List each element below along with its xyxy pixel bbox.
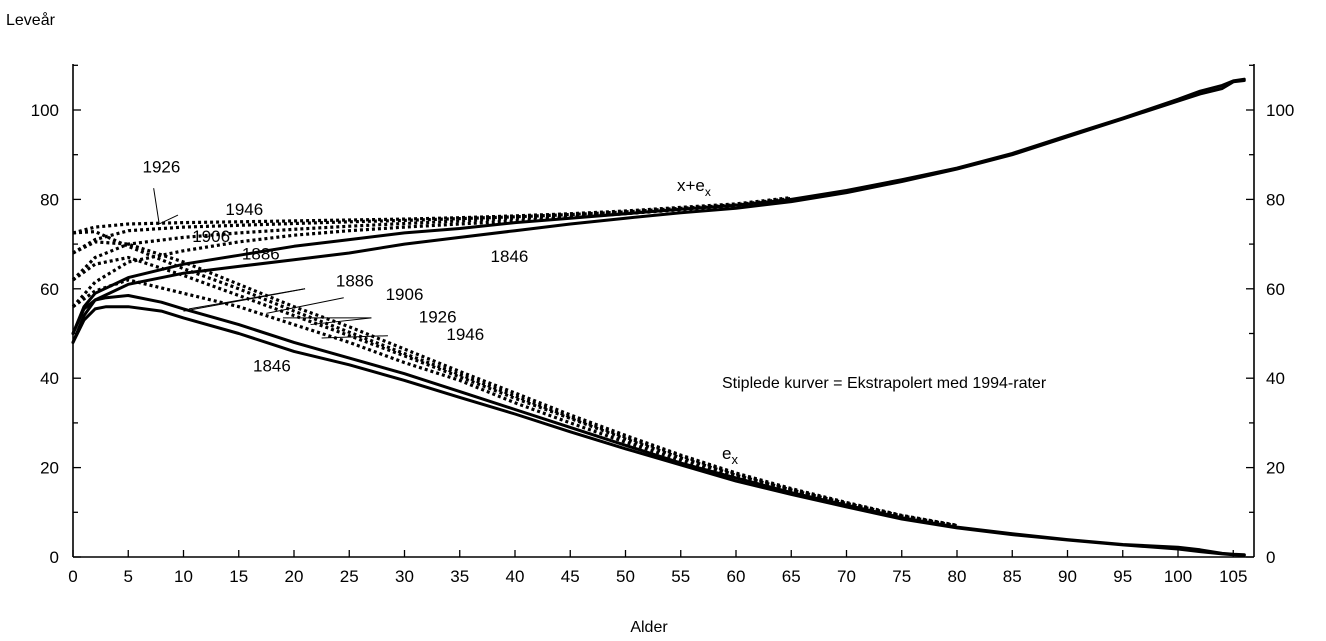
y-tick-label-left: 0: [50, 548, 59, 567]
curve-label-1946: 1946: [225, 200, 263, 219]
x-tick-label: 70: [837, 567, 856, 586]
x-tick-label: 75: [892, 567, 911, 586]
leader-line: [188, 288, 306, 310]
leader-line: [153, 188, 160, 225]
svg-text:ex: ex: [722, 444, 738, 467]
x-tick-label: 0: [68, 567, 77, 586]
leader-line: [158, 214, 179, 225]
x-tick-label: 50: [616, 567, 635, 586]
x-tick-label: 55: [671, 567, 690, 586]
curve-label-1906: 1906: [192, 227, 230, 246]
series-line-ex-1886-dotted: [72, 278, 958, 528]
y-tick-label-left: 40: [40, 369, 59, 388]
y-tick-label-right: 0: [1266, 548, 1275, 567]
x-tick-label: 105: [1219, 567, 1247, 586]
x-tick-label: 100: [1164, 567, 1192, 586]
leader-lines: [153, 188, 388, 339]
curve-label-1846: 1846: [253, 356, 291, 375]
series-line-ex-1906-dotted: [72, 255, 958, 528]
x-tick-label: 35: [450, 567, 469, 586]
y-tick-label-left: 80: [40, 190, 59, 209]
series-line-ex-1846-solid: [71, 305, 1246, 557]
x-tick-label: 45: [561, 567, 580, 586]
annotation-note: Stiplede kurver = Ekstrapolert med 1994-…: [722, 375, 1047, 392]
axes: 0 5 10 15 20 25 30 35 40 45 50 55 60 65 70 75 80 85 90 95 10…: [31, 64, 1294, 586]
series-lines: [71, 77, 1246, 557]
series-line-x-plus-ex-1946-dotted: [72, 196, 792, 235]
x-tick-label: 15: [229, 567, 248, 586]
ex-group-label: ex: [722, 444, 738, 467]
x-tick-label: 5: [124, 567, 133, 586]
y-axis-title: Leveår: [6, 11, 56, 29]
x-tick-label: 30: [395, 567, 414, 586]
x-tick-label: 90: [1058, 567, 1077, 586]
x-tick-label: 25: [340, 567, 359, 586]
series-line-x-plus-ex-1886-dotted: [71, 197, 792, 308]
y-tick-label-right: 60: [1266, 280, 1285, 299]
x-tick-label: 10: [174, 567, 193, 586]
x-tick-label: 95: [1113, 567, 1132, 586]
y-tick-label-left: 60: [40, 280, 59, 299]
curve-label-1886: 1886: [242, 245, 280, 264]
y-tick-label-left: 20: [40, 459, 59, 478]
x-axis-title: Alder: [630, 619, 668, 636]
y-tick-label-left: 100: [31, 101, 59, 120]
series-line-ex-1886-solid: [71, 294, 1246, 557]
leader-line: [321, 335, 388, 339]
y-tick-label-right: 100: [1266, 101, 1294, 120]
x-tick-label: 60: [727, 567, 746, 586]
x-tick-label: 65: [782, 567, 801, 586]
x-tick-label: 85: [1003, 567, 1022, 586]
curve-label-1906: 1906: [386, 285, 424, 304]
curve-label-1946: 1946: [446, 325, 484, 344]
x-tick-label: 20: [285, 567, 304, 586]
leader-line: [310, 317, 372, 326]
curve-label-1926: 1926: [142, 158, 180, 177]
curve-label-1886: 1886: [336, 272, 374, 291]
x-tick-label: 80: [948, 567, 967, 586]
y-tick-label-right: 80: [1266, 190, 1285, 209]
x-plus-ex-group-label: x+ex: [677, 176, 711, 199]
leader-line: [266, 297, 344, 314]
y-tick-label-right: 20: [1266, 459, 1285, 478]
y-tick-label-right: 40: [1266, 369, 1285, 388]
x-tick-label: 40: [506, 567, 525, 586]
curve-label-1926: 1926: [419, 307, 457, 326]
curve-label-1846: 1846: [491, 247, 529, 266]
svg-text:x+ex: x+ex: [677, 176, 711, 199]
